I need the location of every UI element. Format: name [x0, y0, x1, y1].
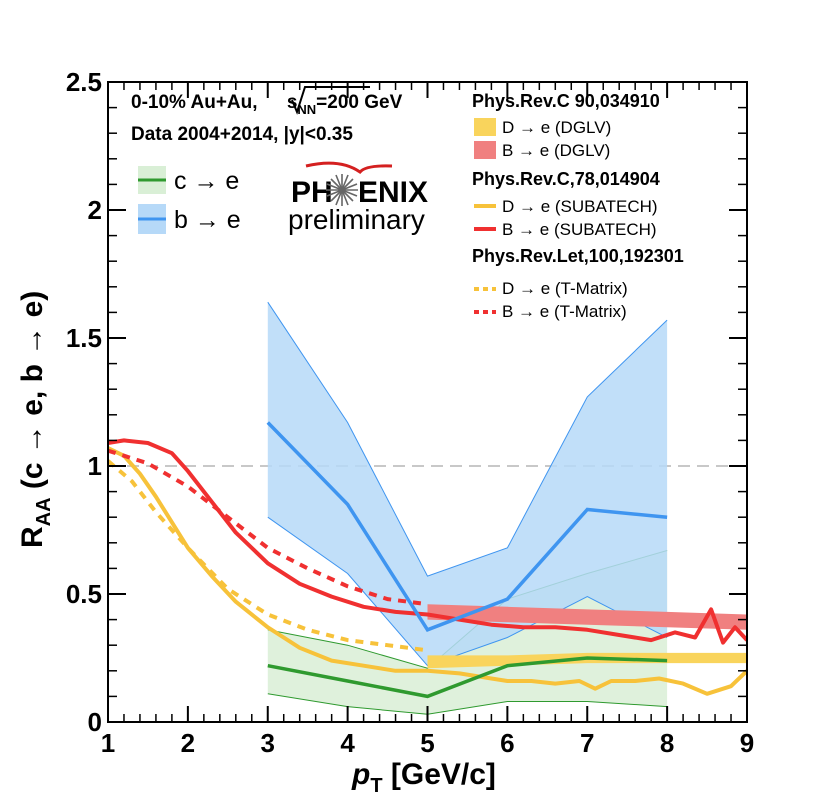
reference-title-tmatrix: Phys.Rev.Let,100,192301 [472, 246, 684, 266]
d-to-e-subatech-curve [108, 446, 747, 696]
logo-text-right: ENIX [358, 176, 428, 209]
c-to-e-central-line [267, 656, 668, 699]
dglv-b-legend-box [474, 141, 496, 159]
x-tick-label: 7 [580, 728, 594, 758]
info-line-2: Data 2004+2014, |y|<0.35 [131, 124, 353, 145]
axes: 1 2 3 4 5 6 7 8 9 0 0.5 1 1.5 2 2.5 [66, 67, 754, 758]
subatech-b-legend-label: B → e (SUBATECH) [502, 220, 657, 239]
y-tick-label: 0 [88, 707, 102, 737]
logo-subtitle: preliminary [288, 204, 425, 235]
x-tick-label: 3 [261, 728, 275, 758]
tmatrix-b-legend-label: B → e (T-Matrix) [502, 302, 627, 321]
b-to-e-legend-label: b → e [174, 206, 241, 234]
subatech-d-legend-label: D → e (SUBATECH) [502, 197, 658, 216]
logo-text-left: PH [291, 176, 333, 209]
x-axis-title: pT [GeV/c] [351, 758, 496, 797]
b-to-e-central-line [266, 421, 668, 632]
collision-info: 0-10% Au+Au, sNN=200 GeV Data 2004+2014,… [131, 86, 403, 145]
y-axis-title: RAA (c → e, b → e) [16, 291, 55, 548]
y-tick-label: 2 [88, 195, 102, 225]
b-to-e-t-matrix-curve [108, 448, 428, 607]
d-to-e-t-matrix-curve [108, 459, 428, 653]
x-tick-label: 6 [500, 728, 514, 758]
b-to-e-uncertainty-band [267, 302, 668, 666]
x-tick-label: 1 [101, 728, 115, 758]
phenix-logo: PH ENIX preliminary [288, 161, 428, 235]
c-to-e-band-lower-edge [267, 693, 668, 715]
x-tick-label: 5 [420, 728, 434, 758]
b-to-e-band-upper-edge [267, 301, 668, 577]
chart-marks [108, 301, 747, 715]
logo-star-icon [326, 174, 358, 206]
reference-title-dglv: Phys.Rev.C 90,034910 [472, 91, 660, 111]
dglv-b-legend-label: B → e (DGLV) [502, 141, 610, 160]
x-tick-label: 2 [181, 728, 195, 758]
c-to-e-legend-label: c → e [174, 167, 239, 195]
x-tick-label: 4 [340, 728, 355, 758]
x-tick-label: 8 [660, 728, 674, 758]
y-tick-label: 1 [88, 451, 102, 481]
y-tick-label: 1.5 [66, 323, 102, 353]
dglv-d-legend-box [474, 118, 496, 136]
dglv-d-legend-label: D → e (DGLV) [502, 118, 611, 137]
b-to-e-band-lower-edge [267, 516, 668, 667]
b-to-e-subatech-curve [108, 438, 747, 645]
b-to-e-dglv-band [427, 604, 747, 630]
logo-swoosh [305, 161, 393, 175]
y-tick-label: 0.5 [66, 579, 102, 609]
data-legend: c → e b → e [138, 166, 241, 234]
sqrt-symbol [291, 86, 370, 115]
theory-legend: Phys.Rev.C 90,034910 D → e (DGLV) B → e … [472, 91, 684, 321]
tmatrix-d-legend-label: D → e (T-Matrix) [502, 279, 628, 298]
reference-title-subatech: Phys.Rev.C,78,014904 [472, 169, 660, 189]
x-tick-label: 9 [740, 728, 754, 758]
y-tick-label: 2.5 [66, 67, 102, 97]
